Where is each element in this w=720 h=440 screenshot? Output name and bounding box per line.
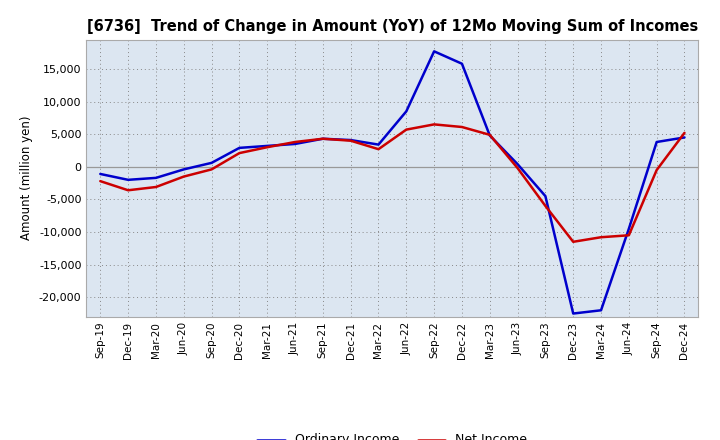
- Ordinary Income: [485, 133, 494, 138]
- Net Income: [207, 167, 216, 172]
- Net Income: [235, 150, 243, 156]
- Net Income: [485, 132, 494, 137]
- Ordinary Income: [346, 137, 355, 143]
- Ordinary Income: [96, 171, 104, 176]
- Net Income: [541, 203, 550, 209]
- Ordinary Income: [402, 109, 410, 114]
- Net Income: [346, 138, 355, 143]
- Ordinary Income: [513, 161, 522, 167]
- Ordinary Income: [235, 145, 243, 150]
- Legend: Ordinary Income, Net Income: Ordinary Income, Net Income: [252, 429, 533, 440]
- Net Income: [179, 174, 188, 179]
- Ordinary Income: [318, 136, 327, 141]
- Ordinary Income: [207, 160, 216, 165]
- Ordinary Income: [458, 61, 467, 66]
- Ordinary Income: [179, 167, 188, 172]
- Net Income: [124, 187, 132, 193]
- Net Income: [318, 136, 327, 141]
- Net Income: [652, 167, 661, 172]
- Net Income: [569, 239, 577, 245]
- Title: [6736]  Trend of Change in Amount (YoY) of 12Mo Moving Sum of Incomes: [6736] Trend of Change in Amount (YoY) o…: [87, 19, 698, 34]
- Ordinary Income: [152, 175, 161, 180]
- Net Income: [680, 130, 689, 136]
- Net Income: [263, 145, 271, 150]
- Net Income: [152, 184, 161, 190]
- Ordinary Income: [680, 135, 689, 140]
- Net Income: [374, 147, 383, 152]
- Net Income: [96, 179, 104, 184]
- Ordinary Income: [430, 49, 438, 54]
- Y-axis label: Amount (million yen): Amount (million yen): [20, 116, 33, 240]
- Ordinary Income: [124, 177, 132, 183]
- Net Income: [402, 127, 410, 132]
- Ordinary Income: [624, 226, 633, 231]
- Net Income: [430, 122, 438, 127]
- Ordinary Income: [597, 308, 606, 313]
- Ordinary Income: [291, 141, 300, 147]
- Ordinary Income: [374, 142, 383, 147]
- Net Income: [458, 125, 467, 130]
- Net Income: [513, 165, 522, 171]
- Ordinary Income: [569, 311, 577, 316]
- Line: Net Income: Net Income: [100, 125, 685, 242]
- Net Income: [291, 139, 300, 145]
- Ordinary Income: [541, 194, 550, 199]
- Line: Ordinary Income: Ordinary Income: [100, 51, 685, 314]
- Ordinary Income: [263, 143, 271, 149]
- Net Income: [597, 235, 606, 240]
- Ordinary Income: [652, 139, 661, 145]
- Net Income: [624, 233, 633, 238]
